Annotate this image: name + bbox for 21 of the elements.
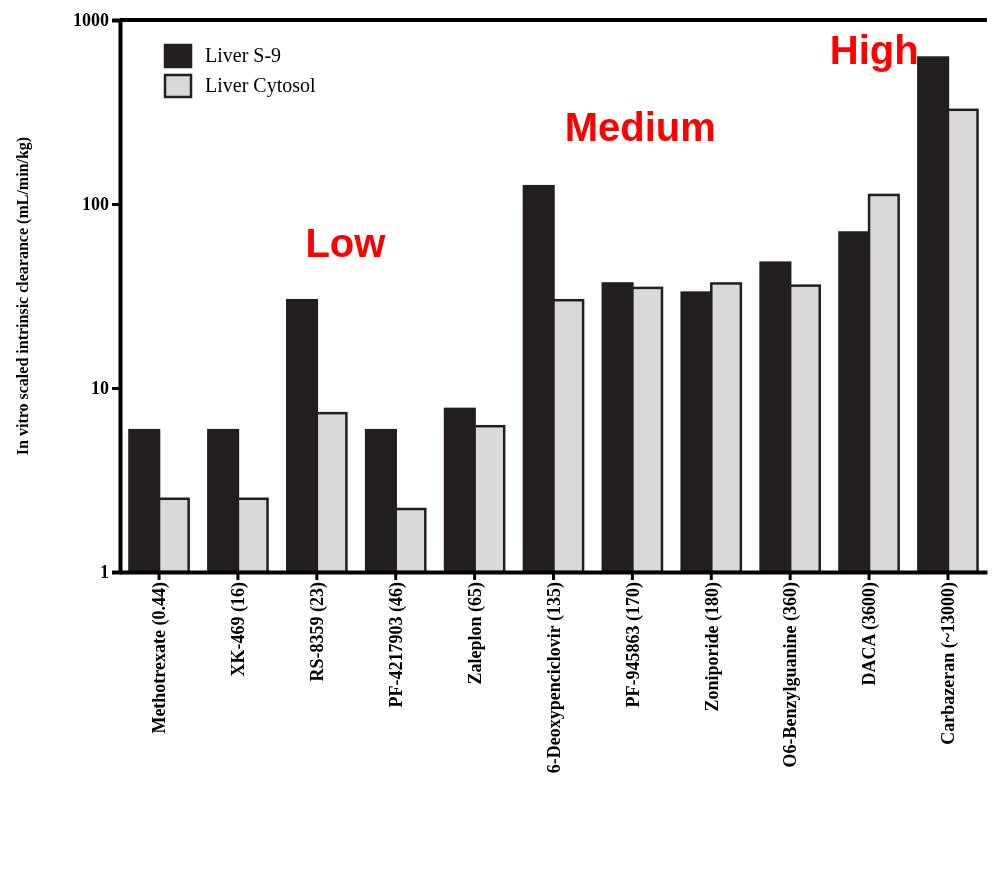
x-tick-label: Zaleplon (65) [464, 582, 486, 685]
legend-label: Liver Cytosol [205, 74, 316, 97]
annotation: Medium [564, 104, 716, 149]
y-tick-label: 10 [91, 378, 109, 399]
x-tick-label: PF-945863 (170) [622, 582, 644, 708]
y-axis-title: In vitro scaled intrinsic clearance (mL/min/kg) [14, 136, 32, 456]
x-tick-label: RS-8359 (23) [307, 582, 329, 682]
x-tick-label: 6-Deoxypenciclovir (135) [543, 582, 565, 774]
x-tick-label: Carbazeran (~13000) [938, 582, 960, 745]
x-tick-label: Methotrexate (0.44) [149, 582, 171, 734]
x-tick-label: O6-Benzylguanine (360) [780, 582, 802, 768]
x-tick-label: Zoniporide (180) [701, 582, 723, 712]
x-tick-label: PF-4217903 (46) [386, 582, 408, 708]
y-tick-label: 1 [100, 562, 109, 583]
y-tick-label: 1000 [73, 10, 109, 31]
annotation: Low [305, 220, 387, 265]
x-tick-label: DACA (3600) [859, 582, 881, 686]
legend-label: Liver S-9 [205, 44, 282, 66]
annotation: High [829, 27, 919, 72]
y-tick-label: 100 [82, 194, 109, 215]
x-tick-label: XK-469 (16) [228, 582, 250, 677]
